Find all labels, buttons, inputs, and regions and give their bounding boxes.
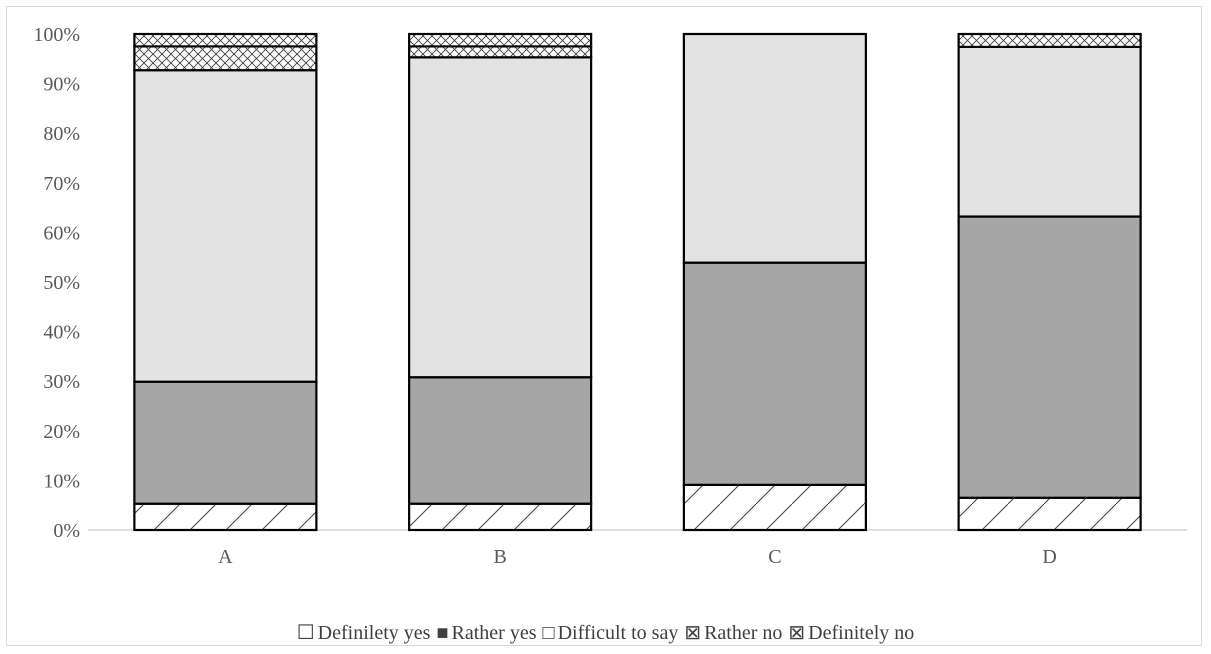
y-tick-label: 100% [33, 24, 80, 46]
y-tick-label: 50% [43, 272, 80, 294]
legend-swatch-icon: ⊠ [788, 622, 806, 644]
x-tick-label: D [1042, 546, 1056, 568]
bar-segment-pattern [409, 34, 592, 47]
x-tick-label: A [218, 546, 233, 568]
bar-segment-pattern [683, 484, 866, 530]
y-tick-label: 40% [43, 322, 80, 344]
legend-label: Definilety yes [317, 622, 431, 644]
bar-segment [409, 57, 592, 378]
bar-segment-pattern [134, 34, 317, 47]
y-axis: 0% 10% 20% 30% 40% 50% 60% 70% 80% 90% 100% [33, 24, 80, 542]
bar-segment-pattern [958, 497, 1141, 530]
bar-segment [134, 381, 317, 504]
legend-label: Rather yes [451, 622, 537, 644]
bar-segment [958, 46, 1141, 217]
y-tick-label: 30% [43, 371, 80, 393]
bar-segment-outline [957, 32, 1142, 48]
bar-segment-pattern [409, 46, 592, 58]
legend-label: Difficult to say [557, 622, 679, 644]
legend-swatch-icon: ⊠ [684, 622, 702, 644]
legend-label: Rather no [704, 622, 783, 644]
x-tick-label: C [768, 546, 781, 568]
legend-item: ■ Rather yes [436, 620, 536, 646]
bar-stacks [133, 32, 1142, 532]
y-tick-label: 80% [43, 123, 80, 145]
x-tick-label: B [493, 546, 506, 568]
bar-segment [134, 70, 317, 382]
legend-item: ⊠ Definitely no [788, 620, 914, 646]
legend-swatch-icon: ☐ [296, 622, 315, 644]
y-tick-label: 60% [43, 222, 80, 244]
bar-segment-pattern [958, 34, 1141, 47]
legend-swatch-icon: □ [542, 622, 555, 644]
bar-segment-outline [408, 32, 593, 48]
y-tick-label: 10% [43, 470, 80, 492]
y-tick-label: 90% [43, 74, 80, 96]
bar-segment [409, 377, 592, 504]
y-tick-label: 20% [43, 421, 80, 443]
legend-item: □ Difficult to say [543, 620, 679, 646]
bar-segment-pattern [134, 46, 317, 71]
x-axis: A B C D [88, 529, 1187, 568]
bar-segment [958, 216, 1141, 498]
legend-item: ☐ Definilety yes [297, 620, 431, 646]
legend: ☐ Definilety yes ■ Rather yes □ Difficult to … [0, 620, 1211, 646]
bar-segment [683, 262, 866, 485]
y-tick-label: 70% [43, 173, 80, 195]
legend-label: Definitely no [808, 622, 915, 644]
bar-segment-outline [133, 32, 318, 48]
bar-segment-outline [682, 32, 867, 264]
bar-segment [683, 34, 866, 263]
legend-item: ⊠ Rather no [684, 620, 782, 646]
legend-swatch-icon: ■ [436, 622, 449, 644]
bar-segment-pattern [409, 503, 592, 530]
y-tick-label: 0% [53, 520, 80, 542]
bar-segment-pattern [134, 503, 317, 530]
